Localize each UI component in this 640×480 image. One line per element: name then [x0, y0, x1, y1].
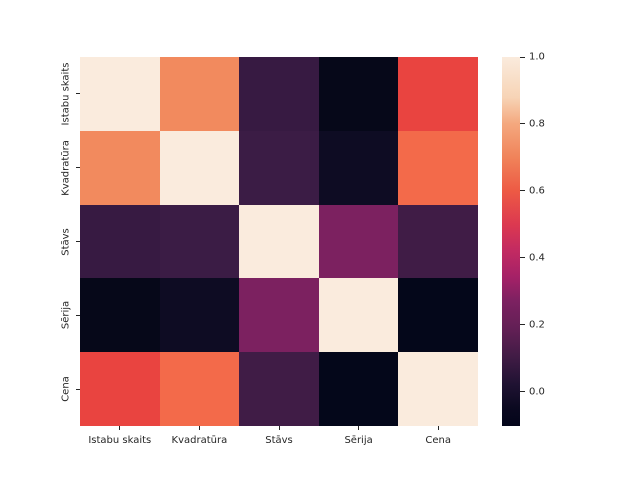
heatmap-cell-2-3 — [318, 204, 399, 279]
heatmap-cell-2-4 — [398, 204, 478, 279]
y-tick-mark — [76, 93, 80, 95]
heatmap-cell-1-3 — [318, 130, 399, 205]
heatmap-cell-1-1 — [159, 130, 240, 205]
colorbar-tick-label: 1.0 — [529, 51, 545, 63]
y-tick-label: Sērija — [60, 301, 72, 330]
heatmap-grid — [80, 57, 478, 426]
y-tick-mark — [76, 314, 80, 316]
x-tick-label: Kvadratūra — [171, 435, 228, 446]
y-tick-label: Cena — [60, 376, 72, 402]
x-tick-mark — [278, 426, 280, 430]
colorbar-tick-mark — [520, 257, 525, 259]
x-tick-mark — [198, 426, 200, 430]
heatmap-cell-4-0 — [80, 352, 160, 426]
heatmap-cell-4-4 — [398, 352, 478, 426]
x-tick-mark — [119, 426, 121, 430]
heatmap-cell-3-4 — [398, 278, 478, 353]
heatmap-cell-2-0 — [80, 204, 160, 279]
y-tick-mark — [76, 241, 80, 242]
heatmap-cell-1-0 — [80, 130, 160, 205]
x-tick-mark — [358, 426, 360, 430]
x-tick-label: Stāvs — [265, 435, 293, 446]
colorbar-tick-label: 0.6 — [529, 185, 545, 197]
x-tick-mark — [437, 426, 439, 430]
heatmap-cell-0-4 — [398, 57, 478, 131]
heatmap-cell-4-3 — [318, 352, 399, 426]
colorbar-tick-label: 0.4 — [529, 252, 545, 264]
heatmap-cell-1-2 — [239, 130, 319, 205]
colorbar-tick-mark — [520, 56, 525, 58]
colorbar-tick-label: 0.2 — [529, 319, 545, 331]
colorbar-tick-mark — [520, 391, 525, 393]
heatmap-cell-2-2 — [239, 204, 319, 279]
colorbar-tick-label: 0.0 — [529, 386, 545, 398]
heatmap-cell-4-2 — [239, 352, 319, 426]
heatmap-cell-4-1 — [159, 352, 240, 426]
heatmap-cell-1-4 — [398, 130, 478, 205]
heatmap-cell-0-3 — [318, 57, 399, 131]
y-tick-label: Stāvs — [60, 227, 72, 256]
heatmap-cell-0-2 — [239, 57, 319, 131]
x-tick-label: Istabu skaits — [88, 435, 152, 446]
colorbar-tick-mark — [520, 123, 525, 125]
x-tick-label: Sērija — [344, 435, 373, 446]
heatmap-cell-2-1 — [159, 204, 240, 279]
colorbar-tick-mark — [520, 324, 525, 326]
colorbar-tick-label: 0.8 — [529, 118, 545, 130]
colorbar — [502, 57, 520, 426]
y-tick-label: Istabu skaits — [60, 62, 72, 126]
heatmap-cell-3-0 — [80, 278, 160, 353]
heatmap-cell-3-3 — [318, 278, 399, 353]
heatmap-cell-0-0 — [80, 57, 160, 131]
y-tick-mark — [76, 388, 80, 390]
heatmap-cell-3-1 — [159, 278, 240, 353]
heatmap-cell-0-1 — [159, 57, 240, 131]
y-tick-label: Kvadratūra — [60, 139, 72, 196]
heatmap-cell-3-2 — [239, 278, 319, 353]
y-tick-mark — [76, 167, 80, 169]
colorbar-tick-mark — [520, 190, 525, 192]
x-tick-label: Cena — [425, 435, 451, 446]
